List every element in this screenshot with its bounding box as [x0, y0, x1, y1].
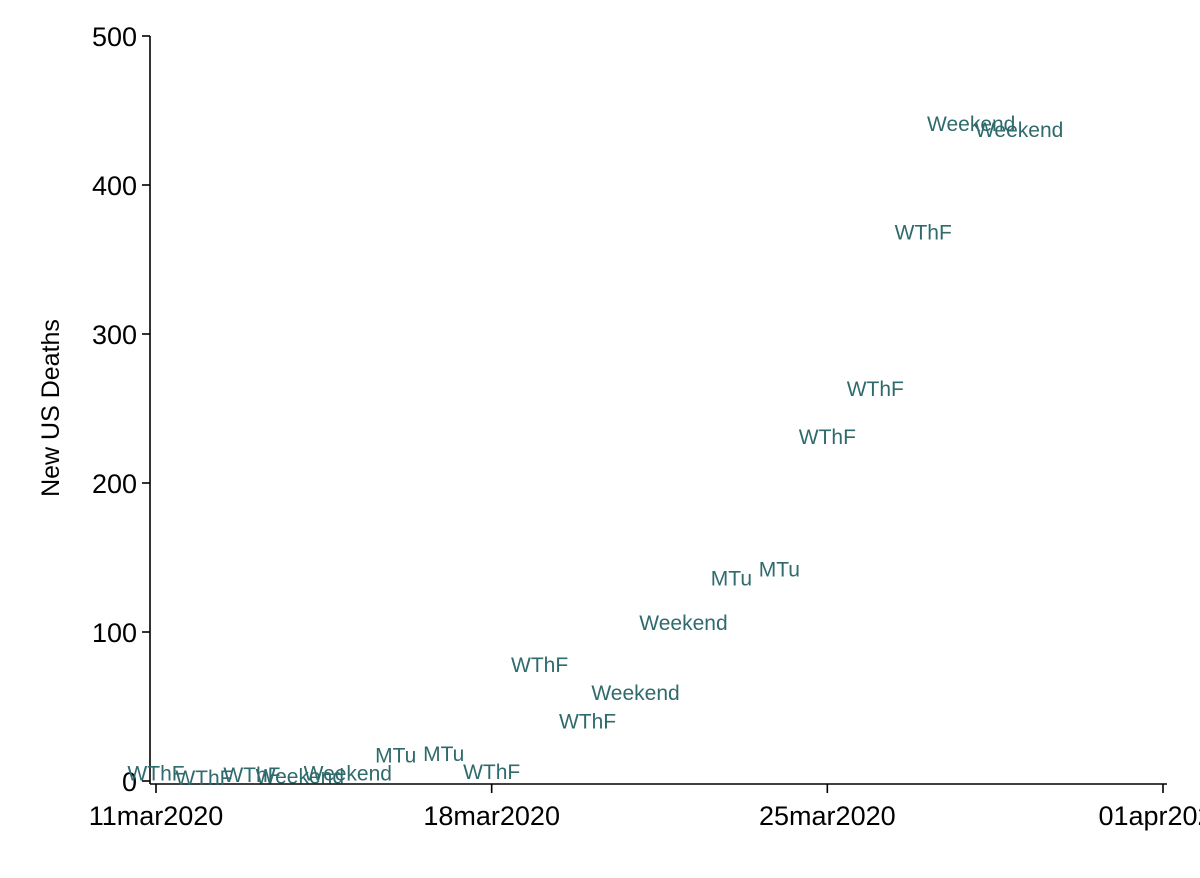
y-tick-label: 100	[92, 618, 137, 648]
x-tick-label: 01apr2020	[1098, 801, 1200, 831]
data-point-label: Weekend	[304, 763, 392, 786]
data-point-label: MTu	[759, 558, 800, 581]
data-point-label: MTu	[711, 567, 752, 590]
x-tick-label: 11mar2020	[89, 801, 224, 831]
data-point-label: WThF	[799, 426, 856, 449]
axes-layer	[149, 36, 1167, 785]
data-point-label: Weekend	[927, 113, 1015, 136]
data-point-label: Weekend	[639, 612, 727, 635]
y-axis-title: New US Deaths	[37, 319, 65, 497]
data-point-label: Weekend	[256, 766, 344, 789]
y-tick-label: 400	[92, 171, 137, 201]
data-point-label: WThF	[895, 222, 952, 245]
data-point-label: WThF	[175, 767, 232, 790]
data-point-label: MTu	[375, 745, 416, 768]
y-tick-label: 500	[92, 22, 137, 52]
data-point-label: WThF	[223, 764, 280, 787]
data-point-label: WThF	[559, 710, 616, 733]
data-point-label: Weekend	[975, 119, 1063, 142]
y-tick-label: 200	[92, 469, 137, 499]
data-point-label: WThF	[127, 763, 184, 786]
ticks-layer: 0 100 200 300 400 500 11mar2020 18mar2020 25mar2…	[89, 22, 1200, 831]
data-point-label: MTu	[423, 743, 464, 766]
data-point-label: Weekend	[591, 682, 679, 705]
x-tick-label: 25mar2020	[759, 801, 896, 831]
x-tick-label: 18mar2020	[423, 801, 560, 831]
data-point-label: WThF	[847, 378, 904, 401]
y-tick-label: 300	[92, 320, 137, 350]
data-point-label: WThF	[463, 761, 520, 784]
y-tick-label: 0	[122, 767, 137, 797]
data-point-label: WThF	[511, 654, 568, 677]
